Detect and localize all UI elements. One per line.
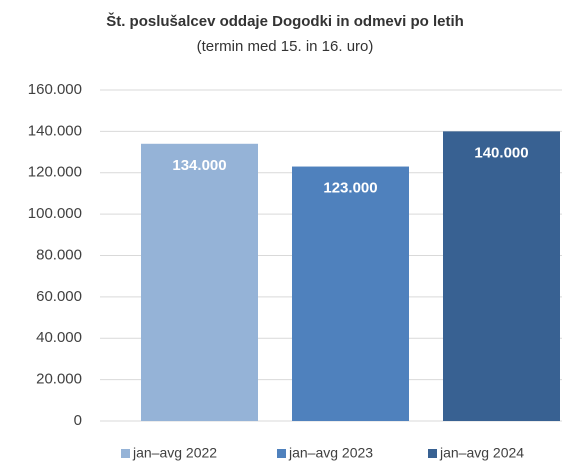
y-tick-label: 60.000 <box>36 288 82 305</box>
y-tick-label: 20.000 <box>36 371 82 388</box>
legend-label: jan–avg 2023 <box>288 445 373 461</box>
y-tick-label: 160.000 <box>28 81 82 98</box>
value-label: 134.000 <box>172 157 226 174</box>
legend-label: jan–avg 2022 <box>132 445 217 461</box>
chart-subtitle: (termin med 15. in 16. uro) <box>197 38 374 55</box>
bar <box>141 143 258 421</box>
bar <box>443 131 560 421</box>
y-tick-label: 120.000 <box>28 164 82 181</box>
bar <box>292 166 409 421</box>
y-tick-label: 0 <box>74 412 82 429</box>
y-tick-label: 140.000 <box>28 122 82 139</box>
value-label: 123.000 <box>323 180 377 197</box>
legend-swatch <box>277 449 286 458</box>
chart-title: Št. poslušalcev oddaje Dogodki in odmevi… <box>106 12 464 30</box>
y-tick-label: 100.000 <box>28 205 82 222</box>
value-label: 140.000 <box>474 144 528 161</box>
legend-label: jan–avg 2024 <box>439 445 524 461</box>
y-tick-label: 40.000 <box>36 329 82 346</box>
y-tick-label: 80.000 <box>36 246 82 263</box>
legend-swatch <box>428 449 437 458</box>
legend-swatch <box>121 449 130 458</box>
